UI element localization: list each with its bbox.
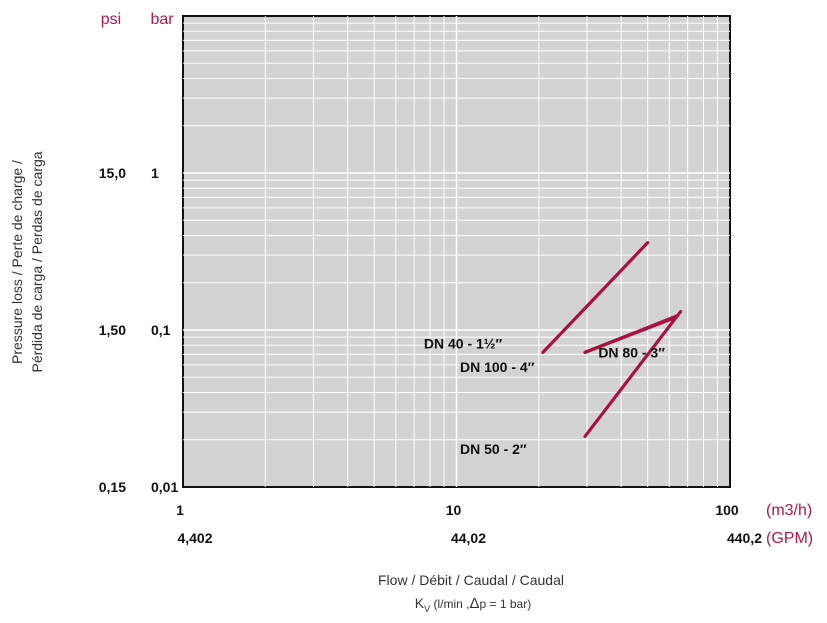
- kv-delta: Δ: [469, 595, 479, 612]
- y-unit-bar: bar: [150, 11, 174, 28]
- grid: [183, 16, 730, 487]
- x-unit-m3h: (m3/h): [766, 502, 812, 519]
- series-label: DN 80 - 3″: [598, 344, 665, 360]
- y-tick-label-bar: 0,1: [151, 322, 171, 338]
- kv-k: K: [415, 595, 425, 611]
- x-axis-kv-label: KV (l/min ,Δp = 1 bar): [415, 595, 531, 614]
- y-tick-label-psi: 15,0: [99, 165, 126, 181]
- y-tick-label-bar: 1: [151, 165, 159, 181]
- x-unit-gpm: (GPM): [766, 530, 813, 547]
- series-label: DN 40 - 1½″: [424, 336, 503, 352]
- series-line: [583, 309, 683, 439]
- y-unit-psi: psi: [101, 11, 121, 28]
- x-tick-label-gpm: 44,02: [451, 530, 486, 546]
- y-tick-label-psi: 0,15: [99, 479, 126, 495]
- series-line: [583, 314, 679, 354]
- x-tick-label-m3h: 100: [715, 502, 739, 518]
- kv-subscript: V: [424, 604, 430, 614]
- x-axis-label: Flow / Débit / Caudal / Caudal: [378, 572, 564, 588]
- y-axis-label-line2: Pérdida de carga / Perdas de carga: [29, 151, 45, 372]
- y-axis-label-line1: Pressure loss / Perte de charge /: [9, 160, 25, 364]
- y-tick-labels: 15,0 1 1,50 0,1 0,15 0,01: [99, 165, 179, 495]
- y-tick-label-psi: 1,50: [99, 322, 126, 338]
- series-label: DN 100 - 4″: [460, 359, 535, 375]
- x-tick-label-m3h: 1: [176, 502, 184, 518]
- y-tick-label-bar: 0,01: [151, 479, 178, 495]
- series-line: [541, 241, 650, 354]
- series-label: DN 50 - 2″: [460, 441, 527, 457]
- x-tick-label-gpm: 4,402: [177, 530, 212, 546]
- x-tick-label-m3h: 10: [446, 502, 462, 518]
- x-tick-label-gpm: 440,2: [727, 530, 762, 546]
- kv-end: p = 1 bar): [480, 597, 532, 611]
- x-tick-labels: 1 4,402 10 44,02 100 440,2: [176, 502, 762, 546]
- series-labels: DN 40 - 1½″ DN 50 - 2″ DN 80 - 3″ DN 100 - …: [424, 336, 665, 457]
- series-lines: [541, 241, 683, 439]
- kv-rest: (l/min ,: [430, 597, 469, 611]
